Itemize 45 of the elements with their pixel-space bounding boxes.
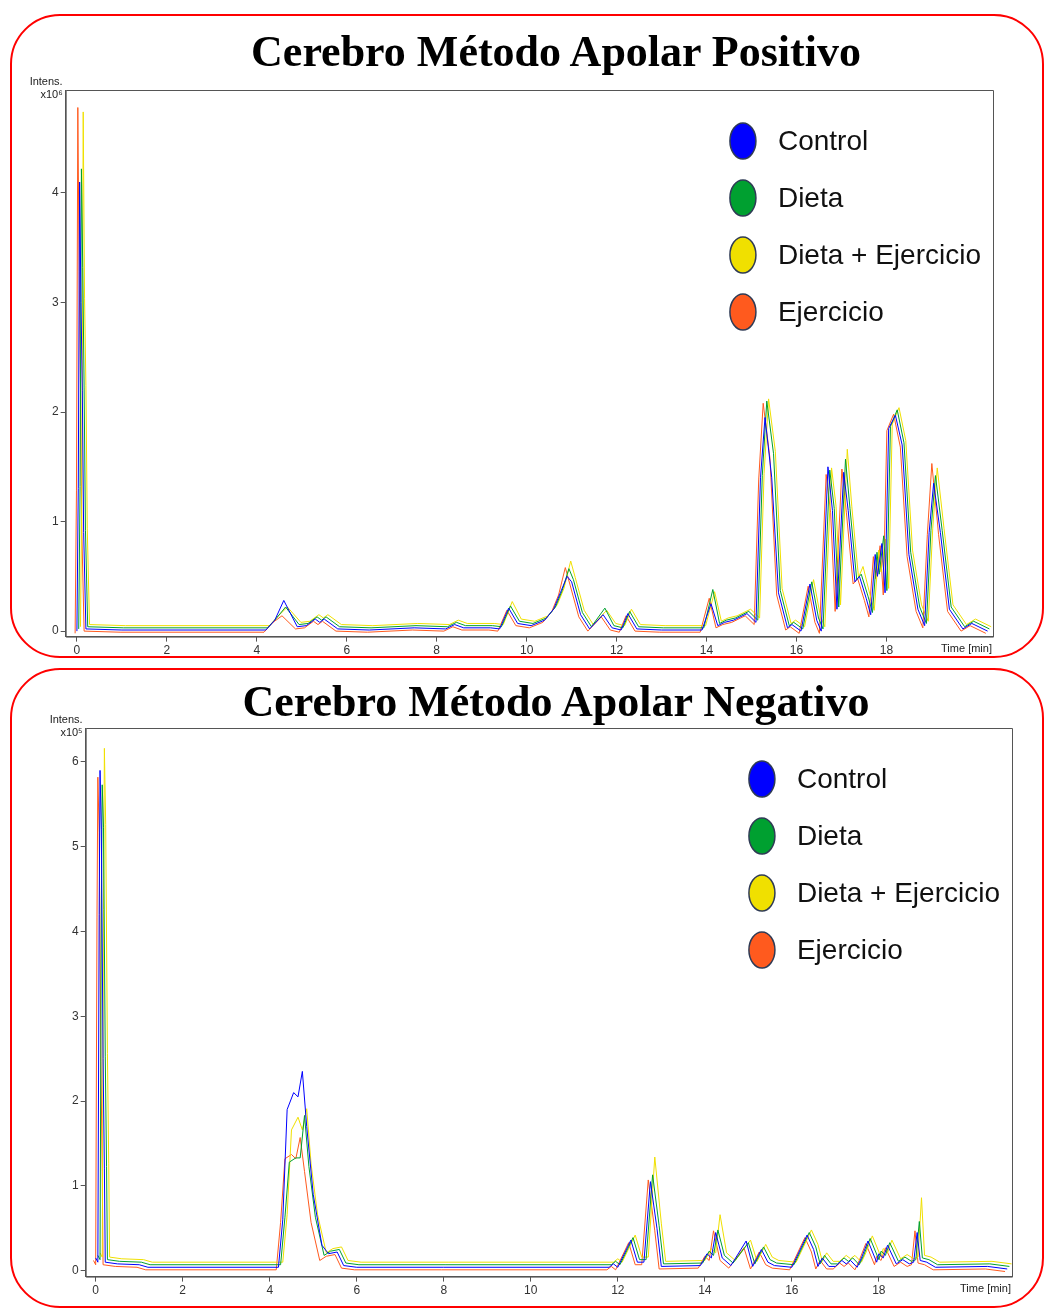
legend-label: Dieta + Ejercicio <box>796 876 1001 908</box>
y-tick-label: 1 <box>51 513 59 528</box>
chart-title: Cerebro Método Apolar Positivo <box>251 27 861 76</box>
x-tick-label: 8 <box>433 643 441 658</box>
y-tick-label: 2 <box>71 1093 79 1108</box>
x-tick-label: 12 <box>609 643 624 658</box>
x-tick-label: 6 <box>353 1283 361 1298</box>
y-tick-label: 5 <box>71 839 79 854</box>
x-tick-label: 4 <box>266 1283 274 1298</box>
x-axis-title: Time [min] <box>941 642 992 655</box>
x-tick-label: 2 <box>179 1283 187 1298</box>
x-tick-label: 10 <box>519 643 534 658</box>
y-tick-label: 4 <box>71 923 79 938</box>
y-tick-label: 6 <box>71 754 79 769</box>
legend-label: Dieta <box>777 181 844 213</box>
x-tick-label: 18 <box>872 1283 886 1298</box>
x-tick-label: 8 <box>440 1283 448 1298</box>
chart-title: Cerebro Método Apolar Negativo <box>242 677 870 726</box>
x-tick-label: 2 <box>163 643 171 658</box>
x-tick-label: 6 <box>343 643 351 658</box>
y-tick-label: 0 <box>71 1262 79 1277</box>
x-tick-label: 4 <box>253 643 261 658</box>
y-axis-title: Intens. x10⁶ <box>29 74 63 100</box>
legend-label: Control <box>777 124 869 156</box>
y-tick-label: 2 <box>51 404 59 419</box>
y-tick-label: 3 <box>71 1008 79 1023</box>
y-tick-label: 4 <box>51 185 59 200</box>
x-tick-label: 0 <box>92 1283 100 1298</box>
x-tick-label: 16 <box>789 643 804 658</box>
x-tick-label: 10 <box>524 1283 538 1298</box>
y-tick-label: 1 <box>71 1178 79 1193</box>
x-tick-label: 12 <box>611 1283 625 1298</box>
legend-label: Ejercicio <box>777 295 884 327</box>
legend-label: Control <box>796 762 888 794</box>
x-axis-title: Time [min] <box>960 1282 1011 1295</box>
y-axis-title: Intens. x10⁵ <box>49 712 83 738</box>
x-tick-label: 16 <box>785 1283 799 1298</box>
x-tick-label: 14 <box>698 1283 712 1298</box>
legend-label: Dieta <box>796 819 863 851</box>
x-tick-label: 14 <box>699 643 714 658</box>
y-tick-label: 3 <box>51 294 59 309</box>
legend-label: Dieta + Ejercicio <box>777 238 982 270</box>
x-tick-label: 18 <box>879 643 894 658</box>
legend-label: Ejercicio <box>796 933 903 965</box>
y-tick-label: 0 <box>51 623 59 638</box>
